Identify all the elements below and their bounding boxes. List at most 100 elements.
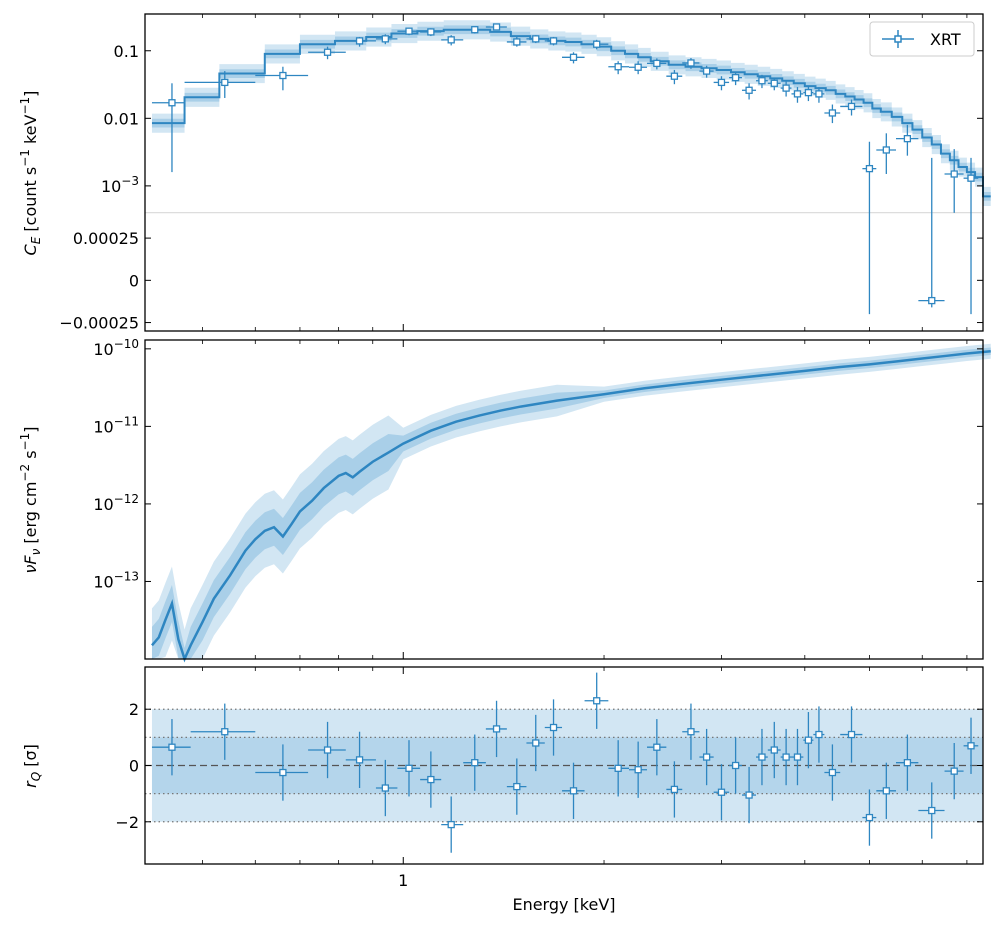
residual-point xyxy=(717,788,726,796)
data-point xyxy=(279,71,287,80)
data-point xyxy=(513,38,521,46)
data-point xyxy=(471,26,479,34)
model-step-line xyxy=(151,28,991,198)
data-point xyxy=(221,78,229,87)
data-point xyxy=(758,77,766,85)
y-label-text: [erg cm xyxy=(21,482,40,549)
y-tick-label-base: −2 xyxy=(115,813,139,832)
residual-point xyxy=(221,728,229,736)
y-tick-label-base: 2 xyxy=(129,700,139,719)
residual-point xyxy=(447,820,455,829)
y-tick-label-sup: −11 xyxy=(114,414,139,428)
residual-point xyxy=(323,746,332,754)
residual-point xyxy=(381,784,389,792)
data-point xyxy=(427,28,435,36)
y-label-sup: −2 xyxy=(18,464,32,482)
residual-point xyxy=(471,759,479,767)
data-point xyxy=(950,170,958,178)
residual-point xyxy=(967,742,975,750)
legend: XRT xyxy=(869,21,975,57)
data-point xyxy=(593,40,601,48)
data-point xyxy=(731,73,740,82)
data-point xyxy=(532,35,540,43)
data-point xyxy=(815,90,823,98)
y-label-sup: −1 xyxy=(18,97,32,115)
model-line xyxy=(151,350,991,663)
data-point xyxy=(634,63,642,71)
y-label-text: ] xyxy=(21,91,40,97)
data-point xyxy=(865,164,874,173)
counts-frame xyxy=(144,13,984,332)
residual-point xyxy=(882,787,890,795)
y-label-symbol: νF xyxy=(21,555,40,574)
residual-point xyxy=(702,753,711,761)
data-point xyxy=(702,67,711,75)
residual-point xyxy=(653,743,661,751)
counts-ticks: 0.1 0.01 10−3 0.00025 0 −0.00025 xyxy=(59,42,983,333)
y-tick-label: 10−3 xyxy=(101,174,139,196)
residual-point xyxy=(745,791,753,799)
nufnu-frame xyxy=(144,339,984,660)
data-point xyxy=(717,78,726,87)
residual-point xyxy=(687,728,695,736)
residual-point xyxy=(549,723,558,732)
residual-point xyxy=(804,736,813,744)
data-point xyxy=(847,102,856,111)
y-label-symbol: C xyxy=(21,243,40,255)
data-point xyxy=(670,72,679,80)
residual-point xyxy=(492,725,501,733)
y-tick-label-base: 0.01 xyxy=(103,109,139,128)
y-tick-label: 10−13 xyxy=(93,569,139,591)
residual-point xyxy=(279,768,287,777)
data-point xyxy=(323,48,332,56)
residuals-ticks: 2 0 −2 xyxy=(115,700,983,832)
y-tick-label-base: 10 xyxy=(101,177,121,196)
y-label-subscript: ν xyxy=(29,548,43,555)
residuals-panel: 2 0 −2 rQ [σ] xyxy=(21,666,984,865)
nufnu-y-label: νFν [erg cm−2 s−1] xyxy=(18,426,43,573)
data-point xyxy=(168,99,176,107)
y-label-text: ] xyxy=(21,426,40,432)
residual-point xyxy=(634,766,642,774)
y-tick-label: 0.1 xyxy=(114,42,139,61)
data-point xyxy=(828,109,837,117)
y-tick-label-base: 0.00025 xyxy=(73,229,139,248)
data-point xyxy=(793,90,802,98)
data-point xyxy=(405,27,413,35)
y-tick-label-base: 10 xyxy=(93,417,113,436)
y-tick-label-base: 0.1 xyxy=(114,42,139,61)
residual-point xyxy=(593,697,601,705)
residual-point xyxy=(828,768,837,777)
residuals-y-label: rQ [σ] xyxy=(21,744,43,788)
y-tick-label: 10−12 xyxy=(93,492,139,514)
residual-point xyxy=(532,739,540,747)
data-point xyxy=(653,59,661,68)
residual-point xyxy=(569,787,578,795)
y-tick-label-base: 10 xyxy=(93,495,113,514)
y-label-subscript: Q xyxy=(29,772,43,781)
legend-box xyxy=(869,21,975,57)
nufnu-plot-area xyxy=(151,343,991,663)
data-point xyxy=(882,146,890,154)
data-point xyxy=(928,296,936,305)
residual-point xyxy=(793,753,802,761)
counts-y-label: CE [count s−1 keV−1] xyxy=(18,91,43,256)
y-tick-label: 0 xyxy=(129,271,139,290)
y-tick-label: 0.01 xyxy=(103,109,139,128)
model-band-inner xyxy=(151,347,991,659)
y-tick-label-sup: −12 xyxy=(114,492,139,506)
residual-point xyxy=(903,759,912,767)
y-label-sup: −1 xyxy=(18,433,32,451)
data-point xyxy=(569,53,578,61)
residual-point xyxy=(614,764,622,772)
y-tick-label-base: −0.00025 xyxy=(59,314,139,333)
data-point xyxy=(745,86,753,94)
y-label-text: [count s xyxy=(21,167,40,237)
y-tick-label-base: 10 xyxy=(93,340,113,359)
data-point xyxy=(355,37,364,45)
y-tick-label: −2 xyxy=(115,813,139,832)
